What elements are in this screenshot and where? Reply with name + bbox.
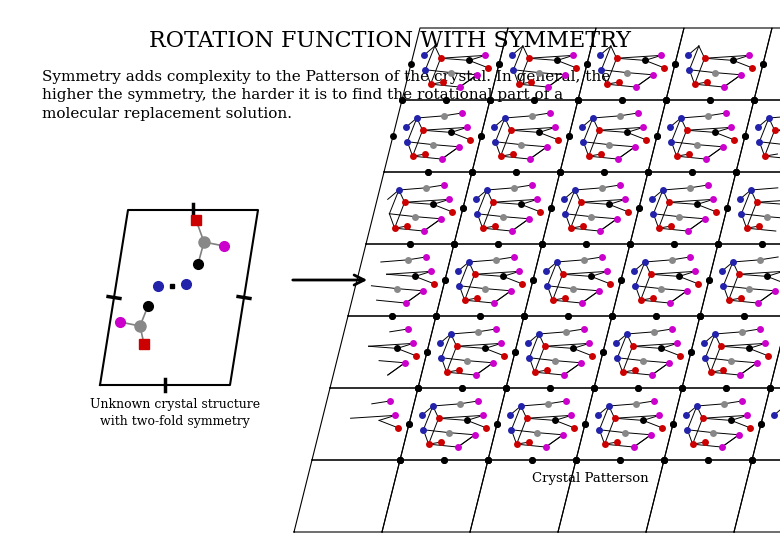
Text: Symmetry adds complexity to the Patterson of the crystal. In general, the
higher: Symmetry adds complexity to the Patterso… xyxy=(42,70,610,121)
Text: ROTATION FUNCTION WITH SYMMETRY: ROTATION FUNCTION WITH SYMMETRY xyxy=(149,30,631,52)
Text: Crystal Patterson: Crystal Patterson xyxy=(532,472,648,485)
Text: Unknown crystal structure
with two-fold symmetry: Unknown crystal structure with two-fold … xyxy=(90,398,260,428)
